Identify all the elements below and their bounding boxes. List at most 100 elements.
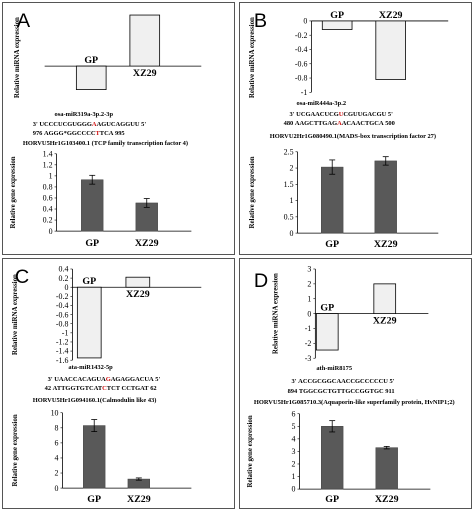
gene-expression-chart: 0 0.5 1 1.5 2 2.5 GP XZ29 Relative gene expressi… bbox=[249, 147, 439, 250]
mirna-tick-label: 2 bbox=[307, 280, 311, 289]
mirna-y-axis-label: Relative miRNA expression bbox=[14, 17, 21, 98]
gene-tick-label: 2 bbox=[290, 164, 294, 173]
panel-label: A bbox=[17, 10, 31, 32]
gene-bar-gp bbox=[83, 425, 106, 489]
panel-label: D bbox=[254, 270, 268, 292]
panel-d-figure: D 3 2 1 0 -1 -2 -3 GP XZ29 Relative miRNA expressi… bbox=[247, 265, 455, 505]
mirna-tick-label: 1 bbox=[307, 294, 311, 303]
mirna-category-label: GP bbox=[320, 303, 334, 314]
gene-expression-chart: 0 0.2 0.4 0.6 0.8 1 1.2 1.4 GP XZ29 Relative gene … bbox=[10, 149, 192, 249]
gene-category-label: XZ29 bbox=[127, 494, 151, 505]
gene-tick-label: 4 bbox=[292, 435, 296, 444]
gene-tick-label: 0 bbox=[292, 485, 296, 494]
mirna-bar-xz29 bbox=[373, 283, 397, 315]
mirna-tick-label: -0.4 bbox=[56, 301, 69, 310]
gene-tick-label: 1 bbox=[49, 172, 53, 181]
gene-tick-label: 0 bbox=[49, 227, 53, 236]
mirna-y-axis-label: Relative miRNA expression bbox=[273, 273, 280, 354]
mirna-expression-chart: 0.40.20-0.2-0.4-0.6-0.8-1-1.2-1.4-1.6 GP X… bbox=[12, 265, 202, 365]
gene-title: HORVU5Hr1G094160.1(Calmodulin like 43) bbox=[33, 397, 157, 404]
mirna-expression-chart: 3 2 1 0 -1 -2 -3 GP XZ29 Relative miRNA expressio… bbox=[273, 265, 429, 363]
mirna-name: ata-miR1432-5p bbox=[68, 364, 113, 371]
mirna-seq-part: UCGAACUCG bbox=[296, 111, 339, 118]
seq-3prime: 3' bbox=[290, 111, 297, 118]
gene-category-label: XZ29 bbox=[374, 239, 398, 250]
seq-3prime: 3' bbox=[48, 376, 55, 383]
panel-label: C bbox=[15, 266, 29, 288]
seq-5prime: 5' bbox=[140, 121, 147, 128]
mirna-bar-gp bbox=[75, 65, 107, 90]
mirna-y-axis-label: Relative miRNA expression bbox=[249, 17, 256, 98]
mirna-bar-xz29 bbox=[125, 276, 151, 288]
mirna-seq-part: AGAGGACUA bbox=[111, 376, 154, 383]
target-end: 500 bbox=[384, 120, 395, 127]
panel-c: C 0.4 0.2 0 -0.2 -0.4 -0.6 -0.8 -1 -1.2 -1.4 -1.6 GP… bbox=[2, 258, 235, 509]
mismatch-base: U bbox=[339, 111, 344, 118]
panel-c-figure: C 0.40.20-0.2-0.4-0.6-0.8-1-1.2-1.4-1.6GP… bbox=[12, 265, 202, 505]
mismatch-base: C bbox=[102, 385, 107, 392]
mirna-tick-label: -0.2 bbox=[295, 31, 308, 40]
gene-category-label: XZ29 bbox=[375, 494, 399, 505]
gene-tick-label: 0.4 bbox=[43, 205, 53, 214]
panel-label: B bbox=[254, 10, 267, 32]
mirna-category-label: GP bbox=[82, 276, 96, 287]
gene-tick-label: 2 bbox=[55, 469, 59, 478]
gene-category-label: XZ29 bbox=[135, 238, 159, 249]
gene-tick-label: 6 bbox=[292, 409, 296, 418]
gene-tick-label: 0 bbox=[55, 484, 59, 493]
mirna-category-label: GP bbox=[84, 55, 98, 66]
gene-tick-label: 0.5 bbox=[284, 213, 294, 222]
mirna-tick-label: -1 bbox=[62, 329, 69, 338]
gene-tick-label: 10 bbox=[51, 408, 59, 417]
mirna-tick-label: -0.6 bbox=[56, 310, 69, 319]
mirna-bar-gp bbox=[76, 286, 102, 359]
target-seq-part: AAGCTTGAG bbox=[295, 120, 337, 127]
mirna-seq-part: UAACCACAGUA bbox=[54, 376, 106, 383]
gene-tick-label: 2 bbox=[292, 460, 296, 469]
target-sequence: 976 AGGG*GGCCCCTTCA 995 bbox=[33, 130, 125, 137]
mirna-bar-xz29 bbox=[129, 14, 161, 67]
mirna-tick-label: 0 bbox=[307, 309, 311, 318]
mirna-name: ath-miR8175 bbox=[316, 365, 352, 372]
gene-expression-chart: 0 2 4 6 8 10 GP XZ29 Relative gene expression bbox=[12, 408, 192, 505]
gene-tick-label: 6 bbox=[55, 439, 59, 448]
mirna-tick-label: -0.6 bbox=[295, 59, 308, 68]
target-seq-part: AGGG*GGCCCC bbox=[44, 130, 96, 137]
gene-tick-label: 0.8 bbox=[43, 183, 53, 192]
gene-bar-gp bbox=[81, 179, 104, 232]
mirna-seq-part: CGUUGACGU bbox=[343, 111, 386, 118]
mirna-expression-chart: 0 -0.2 -0.4 -0.6 -0.8 -1 GP XZ29 Relative miRNA … bbox=[249, 10, 449, 98]
mirna-tick-label: -3 bbox=[305, 354, 312, 363]
target-end: 911 bbox=[384, 388, 395, 395]
gene-tick-label: 0 bbox=[290, 229, 294, 238]
mirna-y-axis-label: Relative miRNA expression bbox=[12, 274, 19, 355]
target-start: 480 bbox=[284, 120, 295, 127]
mirna-category-label: XZ29 bbox=[133, 68, 157, 79]
mirna-sequence: 3' ACCGCGGCAACCGCCCCCU 5' bbox=[292, 378, 395, 385]
gene-category-label: GP bbox=[87, 494, 101, 505]
target-seq-part: TCA bbox=[100, 130, 114, 137]
mirna-seq-part: UCCCUCGUGGG bbox=[39, 121, 92, 128]
gene-y-axis-label: Relative gene expression bbox=[10, 156, 17, 228]
gene-tick-label: 2.5 bbox=[284, 147, 294, 156]
gene-y-axis-label: Relative gene expression bbox=[12, 414, 19, 486]
mismatch-base: G bbox=[106, 376, 111, 383]
gene-tick-label: 5 bbox=[292, 422, 296, 431]
mirna-category-label: XZ29 bbox=[373, 316, 397, 327]
mirna-tick-label: 0.4 bbox=[59, 265, 69, 274]
mismatch-base: T bbox=[96, 130, 101, 137]
gene-tick-label: 1 bbox=[292, 472, 296, 481]
mismatch-base: A bbox=[92, 121, 97, 128]
gene-tick-label: 8 bbox=[55, 423, 59, 432]
mirna-tick-label: -1.4 bbox=[56, 347, 69, 356]
target-end: 62 bbox=[149, 385, 157, 392]
gene-tick-label: 1.4 bbox=[43, 149, 53, 158]
mirna-bar-gp bbox=[315, 313, 339, 351]
mirna-bar-gp bbox=[321, 20, 353, 30]
panel-b: B 0 -0.2 -0.4 -0.6 -0.8 -1 GP XZ29 Relative miRNA… bbox=[239, 2, 472, 255]
mirna-tick-label: 0 bbox=[64, 283, 68, 292]
target-sequence: 894 TGGCGCTGTTGCCGGTGC 911 bbox=[288, 388, 395, 395]
gene-title: HORVU5Hr1G085710.3(Aquaporin-like superf… bbox=[254, 399, 455, 406]
gene-category-label: GP bbox=[85, 238, 99, 249]
gene-bar-xz29 bbox=[374, 160, 397, 234]
